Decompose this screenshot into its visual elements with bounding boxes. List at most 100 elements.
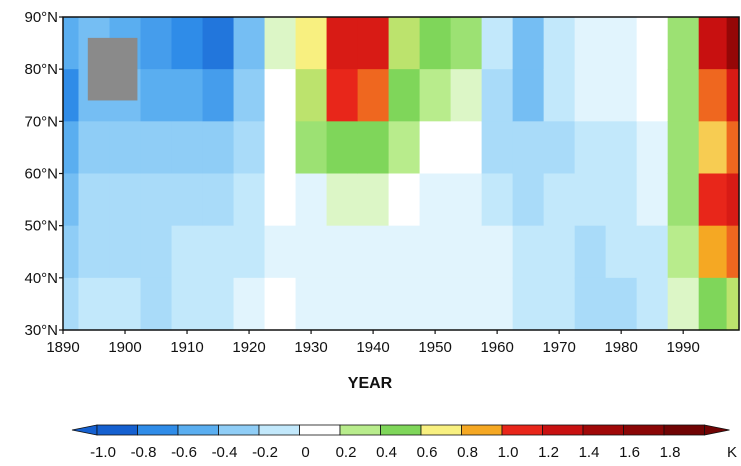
heatmap-cell (233, 69, 266, 122)
heatmap-cell (140, 173, 173, 227)
x-tick-label: 1890 (46, 339, 79, 356)
heatmap-cell (171, 277, 204, 331)
heatmap-cell (63, 17, 80, 70)
colorbar-swatch (582, 424, 624, 436)
heatmap-cell (636, 225, 669, 279)
colorbar-tick-label: 0 (301, 444, 309, 461)
heatmap-cell (264, 173, 297, 227)
heatmap-cell (605, 121, 638, 175)
heatmap-cell (512, 17, 545, 70)
x-tick-label: 1910 (170, 339, 203, 356)
heatmap-cell (171, 225, 204, 279)
heatmap-cell (109, 173, 142, 227)
heatmap-cell (63, 69, 80, 122)
heatmap-cell (264, 225, 297, 279)
colorbar-tick-label: -1.0 (90, 444, 116, 461)
heatmap-cell (667, 277, 700, 331)
heatmap-cell (388, 69, 421, 122)
heatmap-cell (481, 225, 514, 279)
heatmap-cell (726, 225, 740, 279)
heatmap-cell (233, 17, 266, 70)
heatmap-cell (698, 225, 728, 279)
heatmap-cell (109, 277, 142, 331)
heatmap-cell (574, 17, 607, 70)
heatmap-cell (605, 225, 638, 279)
heatmap-cell (605, 17, 638, 70)
heatmap-cell (233, 277, 266, 331)
heatmap-cell (726, 121, 740, 175)
heatmap-cell (202, 121, 235, 175)
heatmap-cell (357, 17, 390, 70)
heatmap-cell (295, 277, 328, 331)
heatmap-cell (326, 69, 359, 122)
heatmap-cell (574, 121, 607, 175)
heatmap-cell (512, 69, 545, 122)
heatmap-cell (295, 225, 328, 279)
heatmap-cell (481, 277, 514, 331)
colorbar-tick-label: -0.4 (212, 444, 238, 461)
heatmap-cell (419, 173, 452, 227)
heatmap-cell (295, 121, 328, 175)
heatmap-cell (543, 69, 576, 122)
heatmap-cell (667, 17, 700, 70)
colorbar-tick-label: 0.8 (457, 444, 478, 461)
heatmap-cell (264, 69, 297, 122)
heatmap-cell (450, 225, 483, 279)
heatmap-cell (295, 69, 328, 122)
heatmap-cell (512, 173, 545, 227)
heatmap-cell (543, 121, 576, 175)
heatmap-cell (512, 277, 545, 331)
heatmap-cell (726, 17, 740, 70)
heatmap-cell (264, 17, 297, 70)
colorbar-tick-label: 1.0 (498, 444, 519, 461)
heatmap-cell (605, 277, 638, 331)
heatmap-cell (388, 225, 421, 279)
y-tick-label: 40°N (24, 270, 58, 287)
heatmap-cell (605, 173, 638, 227)
heatmap-cell (388, 17, 421, 70)
heatmap-cell (326, 17, 359, 70)
heatmap-cell (481, 17, 514, 70)
heatmap-cell (450, 277, 483, 331)
heatmap-cell (450, 17, 483, 70)
heatmap-cell (140, 69, 173, 122)
colorbar-swatch (501, 424, 543, 436)
heatmap-cell (78, 173, 111, 227)
colorbar-tick-label: 1.8 (660, 444, 681, 461)
heatmap-cell (295, 17, 328, 70)
colorbar-tick-label: -0.8 (131, 444, 157, 461)
heatmap-cell (109, 225, 142, 279)
heatmap-cell (233, 121, 266, 175)
heatmap-cell (202, 17, 235, 70)
heatmap-cell (295, 173, 328, 227)
colorbar-low-arrow (71, 424, 98, 436)
heatmap-cell (140, 225, 173, 279)
heatmap-cell (481, 121, 514, 175)
heatmap-cell (667, 69, 700, 122)
heatmap-cell (171, 69, 204, 122)
colorbar: -1.0 -0.8 -0.6 -0.4 -0.2 0 0.2 0.4 0.6 0.8 1.0 1.2 1… (71, 424, 730, 461)
heatmap-cell (357, 69, 390, 122)
colorbar-swatch (177, 424, 219, 436)
heatmap-cell (512, 225, 545, 279)
heatmap-cell (326, 173, 359, 227)
heatmap-cell (726, 69, 740, 122)
heatmap-cell (419, 225, 452, 279)
heatmap-cell (357, 225, 390, 279)
y-tick-label: 90°N (24, 9, 58, 26)
heatmap-cell (667, 225, 700, 279)
heatmap-cell (481, 69, 514, 122)
heatmap-cell (171, 17, 204, 70)
colorbar-swatch (96, 424, 138, 436)
heatmap-cell (140, 121, 173, 175)
heatmap-cell (357, 173, 390, 227)
heatmap-cell (171, 173, 204, 227)
heatmap-cell (698, 277, 728, 331)
colorbar-high-arrow (704, 424, 730, 436)
heatmap-cell (450, 121, 483, 175)
colorbar-tick-label: 0.6 (417, 444, 438, 461)
heatmap-cell (636, 69, 669, 122)
heatmap-cell (264, 121, 297, 175)
heatmap-cell (574, 225, 607, 279)
heatmap-cell (388, 173, 421, 227)
